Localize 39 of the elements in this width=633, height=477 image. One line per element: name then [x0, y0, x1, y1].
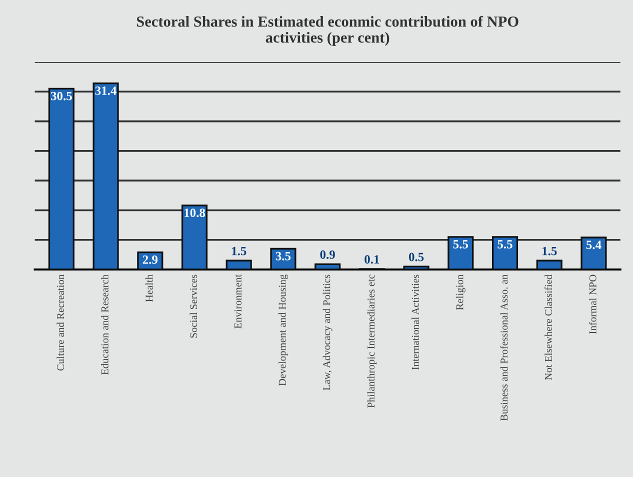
data-label: 5.5: [453, 240, 468, 249]
data-label: 10.8: [184, 208, 206, 218]
x-tick-label: Environment: [234, 274, 242, 328]
data-label: 2.9: [142, 255, 158, 264]
x-tick-label: Religion: [456, 274, 466, 310]
data-label: 31.4: [95, 86, 116, 95]
bar: [270, 248, 296, 270]
data-label: 0.5: [408, 252, 424, 262]
bar: [92, 82, 119, 270]
x-tick-label: Business and Professional Asso. an: [500, 274, 508, 421]
chart-title: Sectoral Shares in Estimated econmic contribution of NPO activities (per cent): [136, 16, 518, 46]
data-label: 30.5: [50, 92, 72, 100]
x-tick-label: Social Services: [190, 274, 198, 338]
bar: [48, 88, 74, 270]
x-tick-label: Philanthropic Intermediaries etc: [367, 274, 377, 408]
data-label: 1.5: [232, 246, 246, 256]
data-label: 0.1: [364, 255, 380, 264]
x-tick-label: Informal NPO: [588, 274, 596, 334]
bar: [492, 236, 518, 270]
x-tick-label: International Activities: [412, 274, 419, 370]
bar: [536, 260, 562, 270]
x-tick-label: Health: [145, 274, 153, 302]
x-tick-label: Law, Advocacy and Politics: [322, 274, 332, 390]
bar: [403, 266, 430, 270]
x-tick-label: Education and Research: [101, 274, 108, 375]
data-label: 5.5: [498, 240, 512, 249]
bar: [181, 204, 208, 270]
x-tick-label: Development and Housing: [278, 274, 288, 386]
data-label: 1.5: [542, 246, 557, 256]
bar: [137, 251, 164, 270]
data-label: 5.4: [586, 240, 602, 250]
bar: [580, 236, 607, 270]
bar: [314, 263, 341, 270]
bar: [448, 236, 474, 270]
x-tick-label: Culture and Recreation: [56, 274, 64, 371]
bar: [226, 260, 252, 270]
data-label: 3.5: [276, 252, 291, 260]
data-label: 0.9: [320, 250, 335, 259]
x-tick-label: Not Elsewhere Classified: [544, 274, 552, 380]
